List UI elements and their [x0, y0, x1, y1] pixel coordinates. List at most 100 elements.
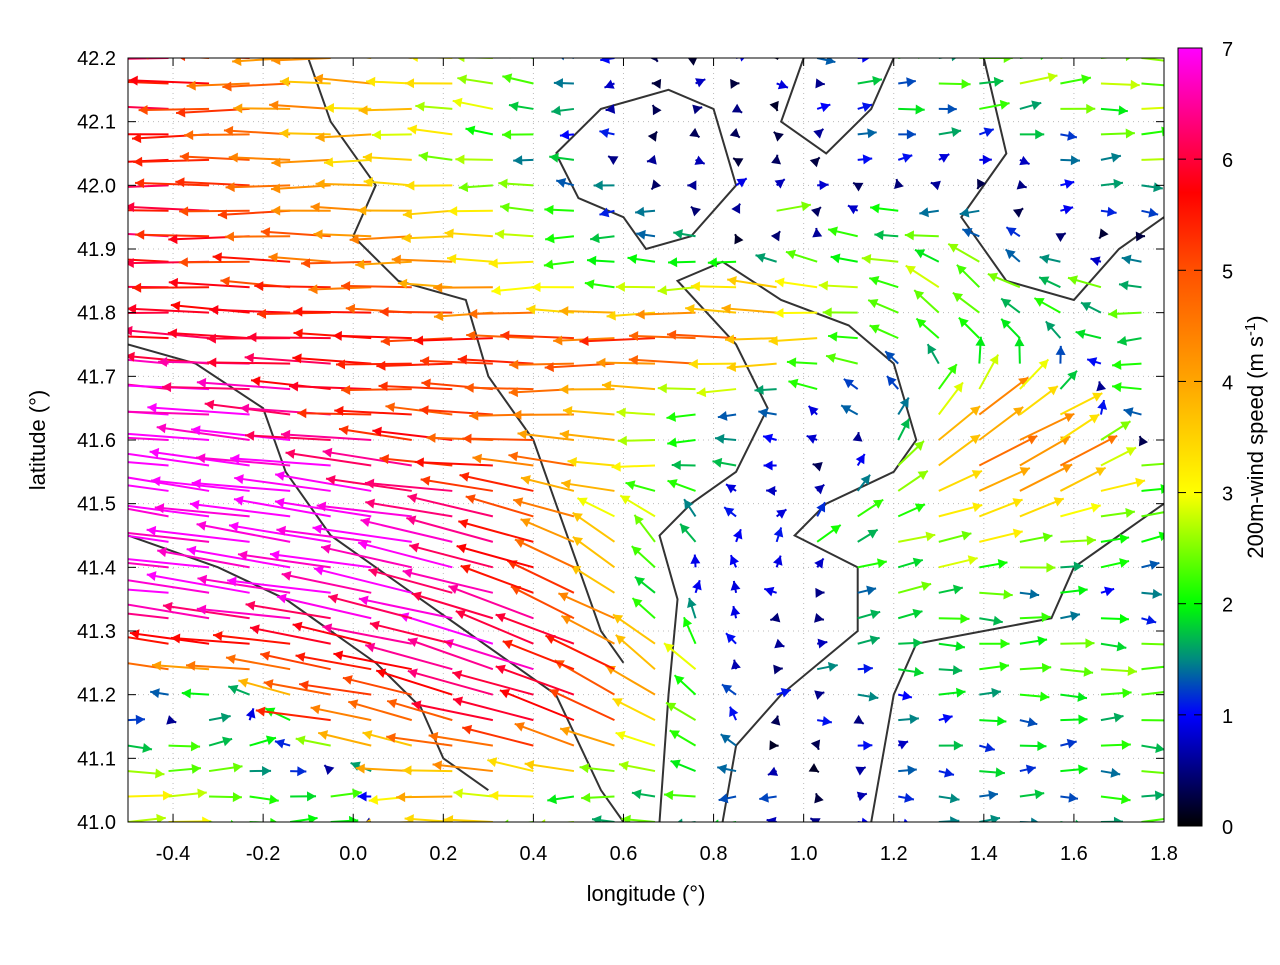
wind-vector [408, 125, 453, 135]
wind-vector [1060, 179, 1074, 189]
wind-vector-head [1149, 560, 1159, 570]
colorbar-tick-label: 2 [1222, 595, 1233, 617]
wind-vector [731, 660, 741, 670]
wind-vector [862, 254, 898, 264]
wind-vector-head [187, 546, 197, 556]
wind-vector [1039, 276, 1060, 287]
wind-vector [408, 669, 493, 695]
wind-vector-head [801, 201, 811, 211]
wind-vector-head [521, 475, 531, 485]
wind-vector-head [380, 307, 389, 317]
wind-vector [816, 502, 825, 516]
wind-vector-head [47, 633, 56, 643]
wind-vector [500, 331, 574, 341]
wind-vector [817, 639, 827, 649]
wind-vector-head [260, 651, 270, 661]
wind-vector-head [407, 493, 417, 503]
wind-vector [1141, 182, 1162, 192]
wind-vector [573, 537, 615, 568]
wind-vector [568, 457, 615, 467]
wind-vector-head [1068, 275, 1078, 285]
wind-vector-head [192, 764, 201, 774]
wind-vector-head [462, 434, 471, 444]
wind-vector-head [84, 282, 93, 292]
wind-vector [1141, 662, 1172, 672]
wind-vector [858, 475, 870, 491]
wind-vector [1060, 793, 1078, 803]
wind-vector-head [323, 448, 333, 458]
wind-vector-head [66, 403, 75, 413]
colorbar-tick-label: 1 [1222, 706, 1233, 728]
wind-vector-head [245, 353, 254, 363]
wind-vector [386, 733, 452, 746]
wind-vector [453, 697, 533, 721]
wind-vector-head [207, 357, 216, 367]
wind-vector-head [667, 330, 676, 340]
wind-vector [853, 715, 863, 724]
wind-vector-shaft [556, 53, 574, 58]
wind-vector [1020, 50, 1049, 60]
wind-vector [939, 741, 963, 751]
wind-vector [758, 408, 776, 418]
wind-vector-head [458, 519, 468, 529]
wind-vector-shaft [466, 496, 534, 516]
wind-vector [169, 788, 207, 798]
wind-vector-head [691, 207, 701, 217]
wind-vector-head [1040, 692, 1049, 702]
wind-vector-head [1074, 820, 1084, 830]
wind-vector-head [636, 309, 645, 319]
wind-vector-head [271, 55, 280, 65]
wind-vector-head [722, 684, 732, 693]
wind-vector-head [360, 48, 370, 58]
wind-vector [868, 299, 898, 313]
wind-vector [894, 179, 904, 189]
wind-vector [1034, 298, 1060, 313]
wind-vector-head [731, 204, 740, 214]
wind-vector-shaft [502, 52, 533, 58]
wind-vector-shaft [321, 547, 412, 567]
wind-vector-head [770, 613, 780, 623]
wind-vector [975, 337, 985, 364]
wind-vector-head [39, 81, 48, 91]
wind-vector-head [262, 766, 271, 776]
wind-vector-head [396, 792, 405, 802]
wind-vector [525, 760, 574, 771]
wind-vector-head [1042, 663, 1051, 673]
wind-vector-head [1119, 534, 1129, 544]
wind-vector-head [147, 403, 156, 413]
wind-vector [939, 614, 970, 624]
wind-vector-shaft [299, 684, 371, 695]
wind-vector-head [49, 183, 58, 193]
wind-vector-head [560, 130, 569, 140]
wind-vector-head [142, 743, 152, 753]
wind-vector-head [1013, 529, 1023, 539]
wind-vector [724, 507, 736, 516]
wind-vector [415, 102, 452, 112]
x-tick-label: 0.8 [700, 843, 728, 865]
wind-vector [168, 328, 250, 338]
wind-vector-shaft [45, 361, 128, 364]
wind-vector-head [918, 471, 928, 480]
wind-vector [209, 820, 239, 830]
wind-vector-head [812, 228, 822, 237]
wind-vector [226, 182, 291, 192]
wind-vector-head [67, 580, 76, 590]
wind-vector-shaft [333, 654, 411, 670]
wind-vector-head [863, 740, 872, 750]
wind-vector-head [870, 610, 880, 620]
wind-vector [979, 639, 1009, 649]
wind-vector-head [815, 78, 824, 88]
wind-vector-shaft [1141, 666, 1172, 669]
wind-vector-head [953, 293, 963, 302]
wind-vector [725, 334, 777, 344]
wind-vector-head [1117, 336, 1127, 346]
wind-vector [457, 74, 493, 84]
wind-vector-head [296, 652, 306, 662]
wind-vector [858, 76, 882, 86]
wind-vector [1139, 436, 1148, 446]
wind-vector [770, 613, 780, 623]
wind-vector [513, 155, 533, 165]
wind-vector-head [554, 78, 563, 88]
wind-vector-head [44, 126, 53, 136]
